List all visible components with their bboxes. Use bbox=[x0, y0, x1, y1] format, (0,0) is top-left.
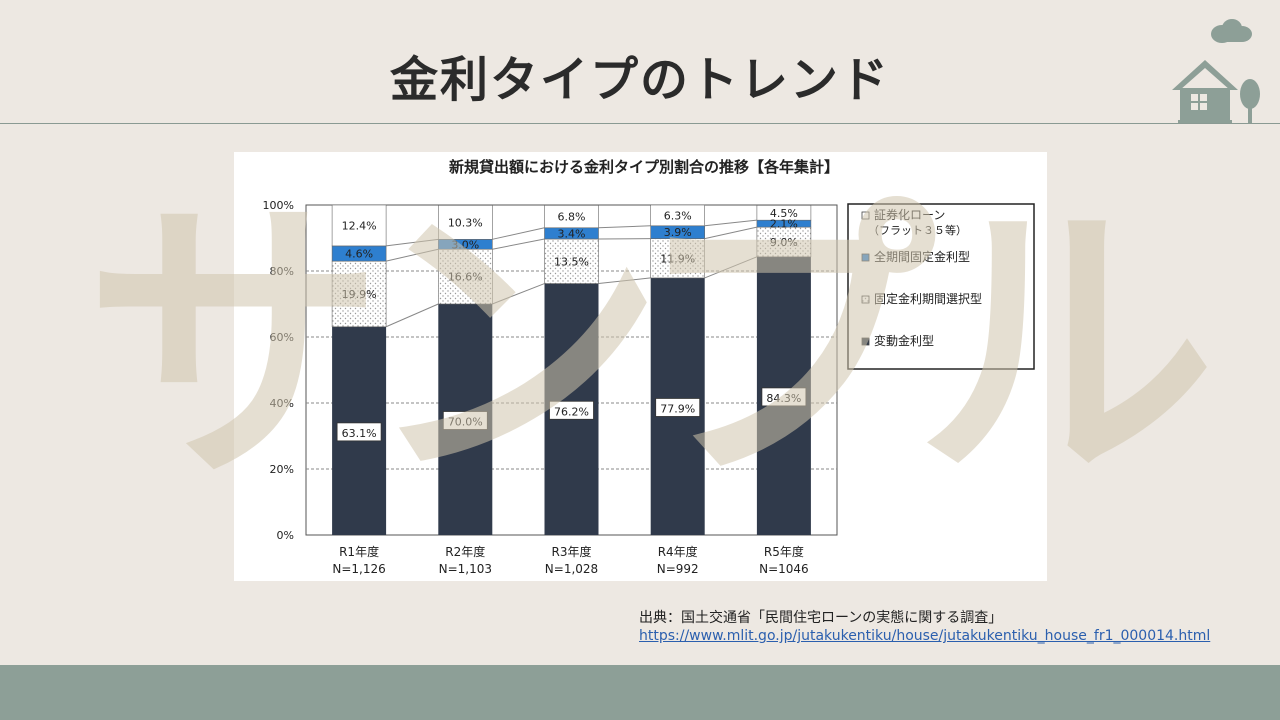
sample-size-label: N=992 bbox=[657, 562, 699, 576]
data-label: 6.3% bbox=[664, 209, 692, 222]
connector-line bbox=[704, 219, 757, 227]
data-label-box bbox=[336, 422, 382, 442]
chart-panel: 新規貸出額における金利タイプ別割合の推移【各年集計】 0% 20% 40% 60% 80… bbox=[234, 152, 1047, 581]
x-tick-label: R3年度 bbox=[552, 544, 592, 559]
legend-swatch bbox=[861, 337, 870, 346]
bar-segment bbox=[438, 205, 493, 240]
data-label: 9.0% bbox=[770, 236, 798, 249]
house-illustration-icon bbox=[1172, 19, 1260, 123]
data-label-box bbox=[761, 387, 807, 407]
connector-line bbox=[386, 238, 439, 247]
slide-title: 金利タイプのトレンド bbox=[389, 52, 890, 108]
y-tick-label: 100% bbox=[263, 199, 294, 212]
data-label: 16.6% bbox=[448, 271, 483, 284]
data-label: 3.9% bbox=[664, 226, 692, 239]
connector-line bbox=[492, 283, 545, 305]
bar-segment bbox=[650, 238, 706, 279]
data-label: 11.9% bbox=[660, 252, 695, 265]
connector-line bbox=[492, 238, 545, 250]
data-label: 70.0% bbox=[448, 416, 483, 429]
connector-line bbox=[704, 256, 758, 279]
y-tick-label: 60% bbox=[270, 331, 294, 344]
chart-title: 新規貸出額における金利タイプ別割合の推移【各年集計】 bbox=[449, 158, 839, 176]
sample-size-label: N=1046 bbox=[759, 562, 809, 576]
data-label: 77.9% bbox=[660, 402, 695, 415]
legend-swatch bbox=[861, 211, 870, 220]
bar-segment bbox=[331, 260, 387, 328]
data-label-box bbox=[655, 398, 701, 417]
data-label: 3.4% bbox=[558, 227, 586, 240]
sample-size-label: N=1,126 bbox=[332, 562, 385, 576]
connector-line bbox=[598, 225, 651, 229]
data-label: 6.8% bbox=[558, 211, 586, 224]
x-tick-label: R1年度 bbox=[339, 544, 379, 559]
x-tick-label: R5年度 bbox=[764, 544, 804, 559]
data-label-box bbox=[442, 411, 488, 430]
data-label: 4.6% bbox=[345, 248, 373, 261]
data-label-box bbox=[549, 400, 594, 420]
legend-label: 変動金利型 bbox=[874, 333, 934, 348]
data-label: 2.1% bbox=[770, 218, 798, 231]
data-label: 84.3% bbox=[766, 392, 801, 405]
title-divider bbox=[0, 123, 1280, 124]
stacked-bar-chart: 新規貸出額における金利タイプ別割合の推移【各年集計】 0% 20% 40% 60% 80… bbox=[263, 158, 1035, 576]
y-tick-label: 0% bbox=[277, 529, 294, 542]
legend-label: 固定金利期間選択型 bbox=[874, 291, 982, 306]
legend-swatch bbox=[861, 295, 870, 304]
bar-segment bbox=[756, 226, 812, 258]
legend-label: 証券化ローン bbox=[874, 207, 945, 222]
source-link[interactable]: https://www.mlit.go.jp/jutakukentiku/hou… bbox=[639, 628, 1211, 644]
legend-box bbox=[847, 203, 1035, 370]
bar-segment bbox=[331, 204, 387, 247]
data-label: 3.0% bbox=[451, 238, 479, 251]
data-label: 10.3% bbox=[448, 216, 483, 229]
sample-size-label: N=1,103 bbox=[439, 562, 492, 576]
y-tick-label: 80% bbox=[270, 265, 294, 278]
x-tick-label: R4年度 bbox=[658, 544, 698, 559]
bar-segment bbox=[544, 205, 599, 229]
data-label: 12.4% bbox=[342, 219, 377, 232]
connector-line bbox=[704, 226, 758, 240]
data-label: 13.5% bbox=[554, 255, 589, 268]
footer-band bbox=[0, 665, 1280, 720]
legend-label: 全期間固定金利型 bbox=[874, 249, 970, 264]
connector-line bbox=[385, 303, 439, 328]
data-label: 4.5% bbox=[770, 207, 798, 220]
legend-sublabel: （フラット３５等） bbox=[868, 223, 967, 237]
source-citation: 出典：国土交通省「民間住宅ローンの実態に関する調査」 bbox=[639, 610, 1003, 626]
connector-line bbox=[492, 227, 545, 240]
data-label: 63.1% bbox=[342, 427, 377, 440]
x-tick-label: R2年度 bbox=[445, 544, 485, 559]
bar-segment bbox=[650, 204, 706, 227]
connector-line bbox=[598, 277, 651, 285]
y-tick-label: 40% bbox=[270, 397, 294, 410]
connector-line bbox=[385, 248, 439, 262]
legend-swatch bbox=[861, 253, 870, 262]
bar-segment bbox=[756, 205, 812, 221]
data-label: 19.9% bbox=[342, 288, 377, 301]
sample-size-label: N=1,028 bbox=[545, 562, 598, 576]
data-label: 76.2% bbox=[554, 405, 589, 418]
y-tick-label: 20% bbox=[270, 463, 294, 476]
